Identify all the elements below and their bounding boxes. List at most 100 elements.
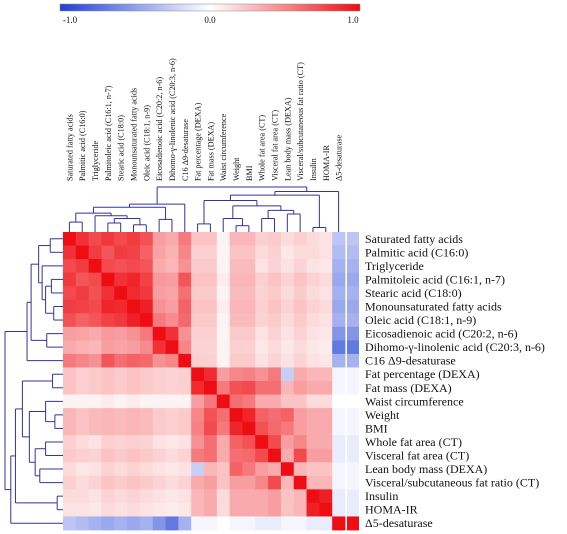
heatmap-cell xyxy=(191,259,205,274)
heatmap-cell xyxy=(280,502,295,517)
side-bar-cell xyxy=(347,489,359,504)
heatmap-cell xyxy=(178,272,192,287)
heatmap-cell xyxy=(255,326,269,341)
heatmap-cell xyxy=(280,313,295,328)
col-label-visceral-subcutaneous-fat-ratio-ct: Visceral/subcutaneous fat ratio (CT) xyxy=(296,62,305,181)
column-labels: Saturated fatty acids Palmitic acid (C16:… xyxy=(65,58,343,181)
heatmap-cell xyxy=(255,475,269,490)
heatmap-cell xyxy=(152,272,166,287)
heatmap-cell xyxy=(63,367,77,382)
heatmap-cell xyxy=(319,421,333,436)
heatmap-cell xyxy=(114,286,128,301)
side-bar-cell xyxy=(347,381,359,395)
heatmap-cell xyxy=(88,232,102,246)
heatmap-cell xyxy=(178,340,192,355)
heatmap-cell xyxy=(229,502,243,517)
heatmap-cell xyxy=(319,394,333,409)
heatmap-cell xyxy=(152,435,166,450)
row-label-saturated-fatty-acids: Saturated fatty acids xyxy=(365,232,463,246)
heatmap-cell xyxy=(242,435,256,450)
heatmap-cell xyxy=(216,516,231,531)
row-label-fat-mass-dexa: Fat mass (DEXA) xyxy=(365,381,452,395)
heatmap-cell xyxy=(255,408,269,423)
heatmap-cell xyxy=(280,462,295,477)
row-label-visceral-fat-area-ct: Visceral fat area (CT) xyxy=(365,449,469,463)
heatmap-cell xyxy=(204,475,218,490)
heatmap-cell xyxy=(229,516,243,531)
heatmap-cell xyxy=(63,272,77,287)
heatmap-cell xyxy=(114,340,128,355)
heatmap-cell xyxy=(165,448,179,463)
heatmap-cell xyxy=(306,408,320,423)
heatmap-cell xyxy=(229,245,243,260)
heatmap-cell xyxy=(242,272,256,287)
colorbar-tick-mid: 0.0 xyxy=(204,15,216,25)
heatmap-cell xyxy=(114,367,128,382)
heatmap-cell xyxy=(293,313,307,328)
heatmap-cell xyxy=(152,408,166,423)
heatmap-cell xyxy=(255,272,269,287)
heatmap-cell xyxy=(139,421,154,436)
heatmap-cell xyxy=(216,502,231,517)
heatmap-cell xyxy=(306,367,320,382)
heatmap-cell xyxy=(216,232,231,246)
heatmap-cell xyxy=(293,462,307,477)
heatmap-cell xyxy=(63,448,77,463)
heatmap-cell xyxy=(242,340,256,355)
heatmap-cell xyxy=(293,435,307,450)
heatmap-cell xyxy=(127,259,141,274)
heatmap-cell xyxy=(229,272,243,287)
heatmap-cell xyxy=(88,448,102,463)
heatmap-cell xyxy=(216,299,231,314)
heatmap-cell xyxy=(139,448,154,463)
heatmap-cell xyxy=(75,313,90,328)
heatmap-cell xyxy=(101,516,115,531)
heatmap-cell xyxy=(152,353,166,368)
heatmap-cell xyxy=(255,299,269,314)
heatmap-cell xyxy=(191,408,205,423)
heatmap-cell xyxy=(293,286,307,301)
heatmap-cell xyxy=(293,299,307,314)
heatmap-cell xyxy=(63,340,77,355)
heatmap-cell xyxy=(165,408,179,423)
heatmap-cell xyxy=(178,435,192,450)
heatmap-cell xyxy=(255,367,269,382)
heatmap-cell xyxy=(255,313,269,328)
heatmap-cell xyxy=(114,516,128,531)
heatmap-cell xyxy=(306,475,320,490)
side-bar-cell xyxy=(347,475,359,490)
heatmap-cell xyxy=(139,286,154,301)
heatmap-cell xyxy=(319,435,333,450)
heatmap-cell xyxy=(75,448,90,463)
heatmap-cell xyxy=(216,394,231,409)
heatmap-cell xyxy=(127,394,141,409)
heatmap-cell xyxy=(75,367,90,382)
heatmap-cell xyxy=(114,313,128,328)
heatmap-cell xyxy=(216,489,231,504)
heatmap-cell xyxy=(75,299,90,314)
heatmap-cell xyxy=(280,232,295,246)
heatmap-cell xyxy=(216,272,231,287)
side-bar-cell xyxy=(347,299,359,314)
heatmap-cell xyxy=(178,462,192,477)
heatmap-cell xyxy=(191,394,205,409)
heatmap-cell xyxy=(293,394,307,409)
heatmap-cell xyxy=(178,408,192,423)
heatmap-cell xyxy=(139,516,154,531)
heatmap-cell xyxy=(229,475,243,490)
heatmap-cell xyxy=(101,340,115,355)
heatmap-cell xyxy=(127,502,141,517)
heatmap-cell xyxy=(127,516,141,531)
heatmap-cell xyxy=(319,381,333,395)
heatmap-cell xyxy=(242,516,256,531)
heatmap-cell xyxy=(216,381,231,395)
heatmap-cell xyxy=(242,286,256,301)
heatmap-cell xyxy=(268,489,282,504)
heatmap-cell xyxy=(152,367,166,382)
heatmap-cell xyxy=(191,353,205,368)
heatmap-cell xyxy=(114,299,128,314)
heatmap-cell xyxy=(229,421,243,436)
heatmap-cell xyxy=(242,313,256,328)
heatmap-cell xyxy=(204,502,218,517)
heatmap-cell xyxy=(216,367,231,382)
